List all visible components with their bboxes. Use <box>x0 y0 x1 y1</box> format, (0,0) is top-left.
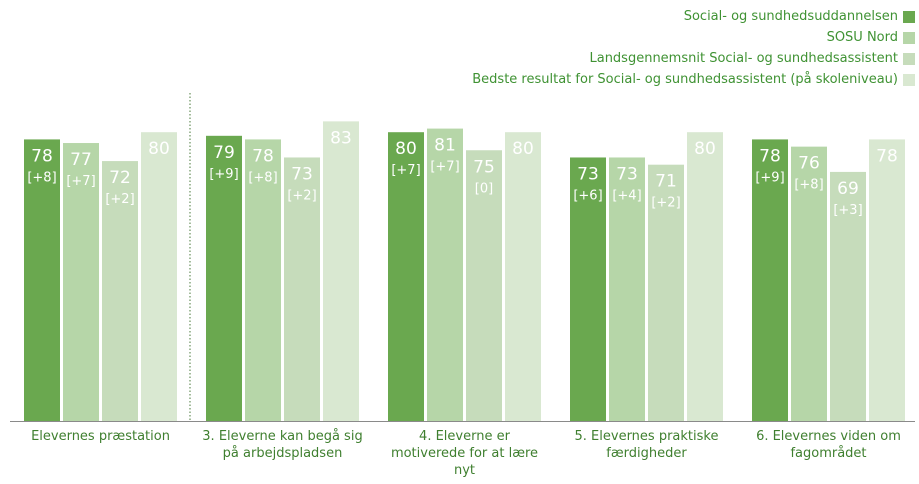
bar <box>24 139 60 422</box>
bar-change-label: [+2] <box>287 188 316 203</box>
value-labels-group: 78 [+8] 77 [+7] 72 [+2] 80 79 [+9] 78 [+8] 73 [+2] 83… <box>27 128 897 218</box>
bar-value-label: 71 <box>655 172 677 192</box>
bar-change-label: [+7] <box>430 160 459 175</box>
bar-value-label: 80 <box>148 139 170 159</box>
x-tick-label: 3. Eleverne kan begå sig <box>202 429 362 444</box>
x-tick-label: motiverede for at lære <box>391 446 538 461</box>
legend-label: Bedste resultat for Social- og sundhedsa… <box>472 72 898 87</box>
bar-value-label: 76 <box>798 154 820 174</box>
bar <box>245 139 281 422</box>
legend-swatch <box>903 31 915 44</box>
bar <box>869 139 905 422</box>
x-tick-label: 4. Eleverne er <box>419 429 511 444</box>
x-tick-label: Elevernes præstation <box>31 429 170 444</box>
bar-value-label: 81 <box>434 136 456 156</box>
bar <box>63 143 99 421</box>
legend-label: Landsgennemsnit Social- og sundhedsassis… <box>589 51 898 66</box>
bar <box>102 161 138 421</box>
x-axis-labels-group: Elevernes præstation 3. Eleverne kan begå… <box>31 429 901 478</box>
bar-value-label: 69 <box>837 179 859 199</box>
bar-value-label: 72 <box>109 168 131 188</box>
bar-change-label: [+8] <box>794 178 823 193</box>
bar <box>791 146 827 421</box>
x-tick-label: færdigheder <box>606 446 687 461</box>
bar-value-label: 77 <box>70 150 92 170</box>
legend-swatch <box>903 52 915 65</box>
bar <box>752 139 788 422</box>
bar <box>648 164 684 421</box>
bar-change-label: [+8] <box>27 170 56 185</box>
bar-value-label: 83 <box>330 128 352 148</box>
bar <box>206 135 242 421</box>
bars-group <box>24 121 905 422</box>
bar-change-label: [0] <box>475 181 493 196</box>
bar-change-label: [+3] <box>833 203 862 218</box>
bar <box>427 128 463 421</box>
legend-item: Landsgennemsnit Social- og sundhedsassis… <box>472 48 915 69</box>
bar-change-label: [+7] <box>66 174 95 189</box>
bar-change-label: [+6] <box>573 188 602 203</box>
bar-change-label: [+9] <box>209 167 238 182</box>
bar-value-label: 80 <box>694 139 716 159</box>
bar-value-label: 78 <box>31 146 53 166</box>
bar <box>830 171 866 421</box>
bar-change-label: [+4] <box>612 188 641 203</box>
bar-value-label: 73 <box>577 164 599 184</box>
bar-value-label: 73 <box>616 164 638 184</box>
x-tick-label: 5. Elevernes praktiske <box>575 429 719 444</box>
bar <box>505 132 541 421</box>
legend-item: SOSU Nord <box>472 27 915 48</box>
x-tick-label: nyt <box>454 463 475 478</box>
legend-swatch <box>903 73 915 86</box>
bar <box>141 132 177 421</box>
bar-change-label: [+2] <box>651 196 680 211</box>
legend-label: Social- og sundhedsuddannelsen <box>683 9 898 24</box>
bar-value-label: 78 <box>876 146 898 166</box>
bar-value-label: 80 <box>512 139 534 159</box>
bar-change-label: [+2] <box>105 192 134 207</box>
legend-item: Bedste resultat for Social- og sundhedsa… <box>472 69 915 90</box>
bar-change-label: [+9] <box>755 170 784 185</box>
x-tick-label: på arbejdspladsen <box>223 446 343 461</box>
bar <box>687 132 723 421</box>
bar <box>284 157 320 421</box>
x-tick-label: 6. Elevernes viden om <box>756 429 901 444</box>
legend: Social- og sundhedsuddannelsen SOSU Nord… <box>472 6 915 90</box>
bar-change-label: [+8] <box>248 170 277 185</box>
legend-item: Social- og sundhedsuddannelsen <box>472 6 915 27</box>
bar-change-label: [+7] <box>391 163 420 178</box>
legend-label: SOSU Nord <box>826 30 898 45</box>
bar-value-label: 80 <box>395 139 417 159</box>
bar <box>466 150 502 421</box>
bar <box>388 132 424 421</box>
bar <box>609 157 645 421</box>
bar-value-label: 73 <box>291 164 313 184</box>
bar-value-label: 78 <box>759 146 781 166</box>
bar <box>570 157 606 421</box>
legend-swatch <box>903 10 915 23</box>
bar-value-label: 78 <box>252 146 274 166</box>
x-tick-label: fagområdet <box>790 446 866 461</box>
bar-value-label: 75 <box>473 157 495 177</box>
bar <box>323 121 359 422</box>
bar-value-label: 79 <box>213 143 235 163</box>
